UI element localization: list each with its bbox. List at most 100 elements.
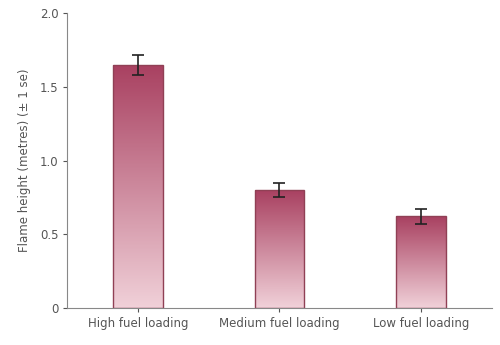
Bar — [114, 293, 163, 294]
Bar — [254, 254, 304, 255]
Bar — [114, 200, 163, 201]
Bar — [114, 104, 163, 105]
Bar — [396, 264, 446, 265]
Bar — [396, 307, 446, 308]
Bar — [114, 183, 163, 184]
Bar — [114, 91, 163, 92]
Bar — [254, 192, 304, 193]
Bar — [114, 197, 163, 198]
Bar — [254, 287, 304, 288]
Bar — [114, 290, 163, 292]
Bar — [254, 204, 304, 205]
Bar — [114, 98, 163, 99]
Bar — [396, 240, 446, 241]
Bar — [114, 112, 163, 114]
Bar — [114, 307, 163, 308]
Bar — [396, 234, 446, 235]
Bar — [396, 231, 446, 232]
Bar — [396, 236, 446, 237]
Bar — [396, 289, 446, 290]
Bar — [396, 223, 446, 224]
Bar — [396, 293, 446, 294]
Bar — [114, 192, 163, 193]
Bar — [114, 88, 163, 89]
Bar — [254, 244, 304, 245]
Bar — [114, 276, 163, 277]
Bar — [396, 286, 446, 287]
Bar — [114, 259, 163, 260]
Bar — [114, 286, 163, 287]
Bar — [396, 302, 446, 303]
Bar — [114, 105, 163, 106]
Bar — [114, 211, 163, 212]
Bar — [396, 242, 446, 243]
Bar — [114, 263, 163, 264]
Bar — [396, 281, 446, 282]
Bar — [114, 151, 163, 152]
Bar — [114, 232, 163, 233]
Bar — [114, 305, 163, 306]
Bar — [114, 93, 163, 94]
Bar — [254, 246, 304, 247]
Bar — [114, 175, 163, 176]
Bar — [396, 295, 446, 296]
Bar — [396, 230, 446, 231]
Bar — [254, 227, 304, 228]
Bar — [396, 298, 446, 299]
Bar — [114, 284, 163, 285]
Bar — [254, 194, 304, 195]
Bar — [254, 292, 304, 293]
Bar — [114, 219, 163, 220]
Bar — [114, 255, 163, 256]
Bar — [254, 250, 304, 251]
Bar — [254, 197, 304, 198]
Bar — [114, 180, 163, 181]
Bar — [254, 238, 304, 239]
Bar — [254, 306, 304, 307]
Bar — [114, 253, 163, 254]
Bar — [114, 90, 163, 91]
Bar — [114, 190, 163, 191]
Bar — [254, 211, 304, 212]
Bar — [114, 117, 163, 118]
Bar — [114, 248, 163, 249]
Bar — [114, 231, 163, 233]
Bar — [114, 82, 163, 83]
Bar — [254, 216, 304, 217]
Bar — [396, 256, 446, 257]
Bar — [254, 218, 304, 219]
Bar — [396, 219, 446, 220]
Bar — [254, 199, 304, 200]
Bar — [114, 129, 163, 130]
Bar — [396, 303, 446, 304]
Bar — [114, 274, 163, 275]
Bar — [396, 271, 446, 272]
Bar — [254, 283, 304, 284]
Bar — [254, 261, 304, 262]
Bar — [114, 218, 163, 219]
Bar — [254, 213, 304, 214]
Bar — [114, 205, 163, 206]
Bar — [114, 264, 163, 265]
Bar — [114, 101, 163, 102]
Bar — [254, 300, 304, 301]
Bar — [114, 223, 163, 224]
Bar — [114, 250, 163, 251]
Bar — [396, 263, 446, 264]
Bar — [396, 258, 446, 259]
Bar — [114, 304, 163, 305]
Bar — [114, 303, 163, 304]
Bar — [396, 254, 446, 255]
Bar — [396, 255, 446, 256]
Bar — [396, 292, 446, 293]
Bar — [114, 148, 163, 149]
Bar — [254, 280, 304, 281]
Bar — [114, 187, 163, 188]
Bar — [114, 174, 163, 175]
Bar — [396, 272, 446, 273]
Bar — [114, 71, 163, 72]
Bar — [114, 289, 163, 290]
Bar — [254, 226, 304, 227]
Bar — [254, 193, 304, 194]
Bar — [114, 268, 163, 269]
